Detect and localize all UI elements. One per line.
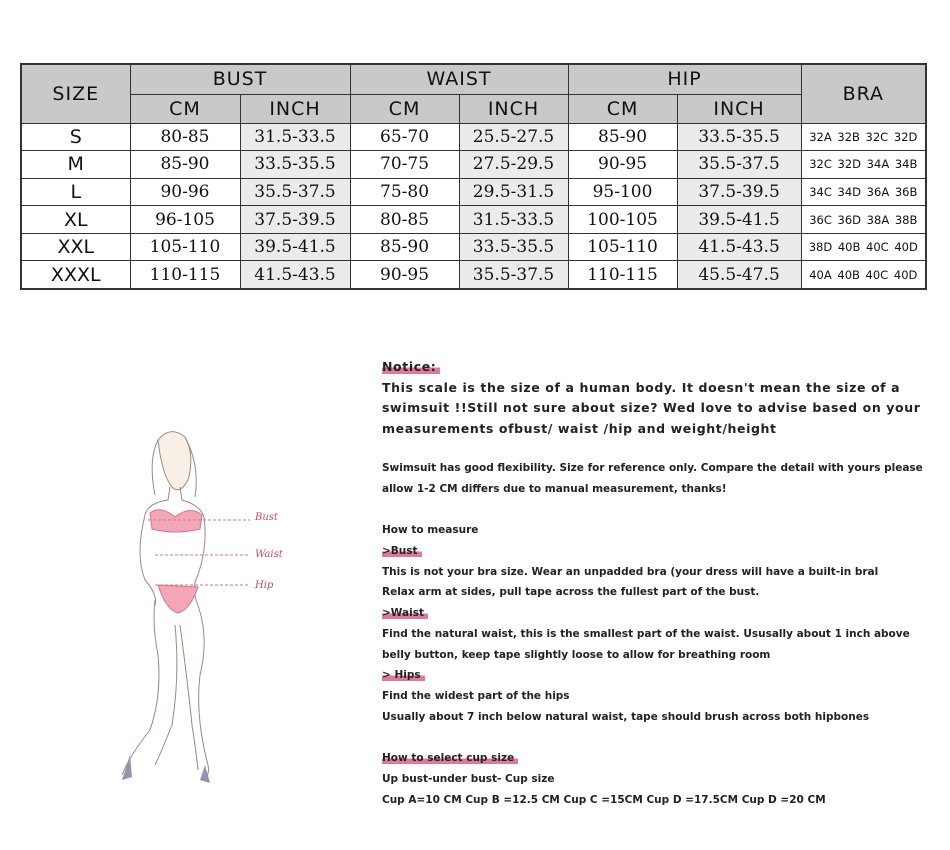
measurement-cell: 35.5-37.5: [676, 150, 802, 179]
header-cm: CM: [129, 93, 241, 124]
measurement-cell: 31.5-33.5: [458, 205, 569, 234]
table-row: S 80-85 31.5-33.5 65-70 25.5-27.5 85-90 33.5-3…: [20, 122, 927, 152]
measurement-cell: 65-70: [349, 122, 460, 152]
notice-line: swimsuit !!Still not sure about size? We…: [382, 400, 921, 415]
waist-line: belly button, keep tape slightly loose t…: [382, 649, 771, 661]
measurement-cell: 41.5-43.5: [676, 232, 802, 262]
how-to-measure: How to measure: [382, 524, 479, 536]
header-hip: HIP: [567, 63, 802, 95]
size-cell: XXL: [20, 232, 131, 262]
bra-cell: 32A 32B 32C 32D: [800, 122, 927, 152]
table-row: L 90-96 35.5-37.5 75-80 29.5-31.5 95-100 37.5-…: [20, 177, 927, 207]
cup-line: Up bust-under bust- Cup size: [382, 773, 555, 785]
hips-line: Find the widest part of the hips: [382, 690, 570, 702]
size-cell: XL: [20, 205, 131, 234]
bust-line: Relax arm at sides, pull tape across the…: [382, 586, 760, 598]
header-waist: WAIST: [349, 63, 569, 95]
hip-label: Hip: [255, 580, 274, 591]
measurement-cell: 70-75: [349, 150, 460, 179]
bra-cell: 38D 40B 40C 40D: [800, 232, 927, 262]
measurement-cell: 39.5-41.5: [676, 205, 802, 234]
table-row: XXXL 110-115 41.5-43.5 90-95 35.5-37.5 110-11…: [20, 260, 927, 290]
measurement-cell: 96-105: [129, 205, 241, 234]
header-cm: CM: [349, 93, 460, 124]
measurement-cell: 39.5-41.5: [239, 232, 351, 262]
measurement-cell: 33.5-35.5: [239, 150, 351, 179]
bust-label: Bust: [255, 512, 278, 523]
hips-heading: > Hips: [382, 669, 425, 681]
notice-heading: Notice:: [382, 359, 441, 374]
body-measurement-illustration: Bust Waist Hip: [100, 425, 300, 795]
measurement-cell: 31.5-33.5: [239, 122, 351, 152]
cup-heading: How to select cup size: [382, 752, 519, 764]
woman-figure-icon: [121, 431, 250, 783]
measurement-cell: 33.5-35.5: [458, 232, 569, 262]
header-inch: INCH: [458, 93, 569, 124]
measurement-cell: 35.5-37.5: [458, 260, 569, 290]
measurement-cell: 110-115: [129, 260, 241, 290]
waist-line: Find the natural waist, this is the smal…: [382, 628, 910, 640]
header-bra: BRA: [800, 63, 927, 124]
header-size: SIZE: [20, 63, 131, 124]
measurement-cell: 35.5-37.5: [239, 177, 351, 207]
measurement-cell: 105-110: [129, 232, 241, 262]
measurement-cell: 27.5-29.5: [458, 150, 569, 179]
bra-cell: 34C 34D 36A 36B: [800, 177, 927, 207]
bust-line: This is not your bra size. Wear an unpad…: [382, 566, 879, 578]
measurement-cell: 85-90: [349, 232, 460, 262]
size-cell: XXXL: [20, 260, 131, 290]
bra-cell: 32C 32D 34A 34B: [800, 150, 927, 179]
bra-cell: 40A 40B 40C 40D: [800, 260, 927, 290]
measurement-cell: 90-95: [567, 150, 678, 179]
bust-heading: >Bust: [382, 545, 422, 557]
header-inch: INCH: [239, 93, 351, 124]
size-cell: L: [20, 177, 131, 207]
size-cell: M: [20, 150, 131, 179]
measurement-cell: 37.5-39.5: [676, 177, 802, 207]
waist-label: Waist: [255, 549, 283, 560]
measurement-cell: 75-80: [349, 177, 460, 207]
measurement-cell: 25.5-27.5: [458, 122, 569, 152]
bra-cell: 36C 36D 38A 38B: [800, 205, 927, 234]
flex-line: allow 1-2 CM differs due to manual measu…: [382, 483, 727, 495]
measurement-cell: 90-96: [129, 177, 241, 207]
table-row: XXL 105-110 39.5-41.5 85-90 33.5-35.5 105-110…: [20, 232, 927, 262]
measurement-cell: 85-90: [567, 122, 678, 152]
measurement-cell: 33.5-35.5: [676, 122, 802, 152]
header-bust: BUST: [129, 63, 351, 95]
size-chart-table: SIZE BUST WAIST HIP BRA CM INCH CM INCH …: [20, 63, 928, 290]
measurement-cell: 105-110: [567, 232, 678, 262]
measurement-cell: 37.5-39.5: [239, 205, 351, 234]
measurement-cell: 90-95: [349, 260, 460, 290]
table-row: M 85-90 33.5-35.5 70-75 27.5-29.5 90-95 35.5-3…: [20, 150, 927, 179]
table-row: XL 96-105 37.5-39.5 80-85 31.5-33.5 100-105 39…: [20, 205, 927, 234]
notice-line: measurements ofbust/ waist /hip and weig…: [382, 421, 777, 436]
measurement-cell: 41.5-43.5: [239, 260, 351, 290]
cup-line: Cup A=10 CM Cup B =12.5 CM Cup C =15CM C…: [382, 794, 826, 806]
waist-heading: >Waist: [382, 607, 428, 619]
flex-line: Swimsuit has good flexibility. Size for …: [382, 462, 923, 474]
size-cell: S: [20, 122, 131, 152]
measurement-cell: 45.5-47.5: [676, 260, 802, 290]
notice-line: This scale is the size of a human body. …: [382, 380, 901, 395]
measurement-cell: 100-105: [567, 205, 678, 234]
measurement-cell: 80-85: [129, 122, 241, 152]
measurement-cell: 85-90: [129, 150, 241, 179]
header-inch: INCH: [676, 93, 802, 124]
measurement-cell: 110-115: [567, 260, 678, 290]
measurement-cell: 95-100: [567, 177, 678, 207]
measurement-cell: 29.5-31.5: [458, 177, 569, 207]
hips-line: Usually about 7 inch below natural waist…: [382, 711, 870, 723]
measurement-cell: 80-85: [349, 205, 460, 234]
header-cm: CM: [567, 93, 678, 124]
